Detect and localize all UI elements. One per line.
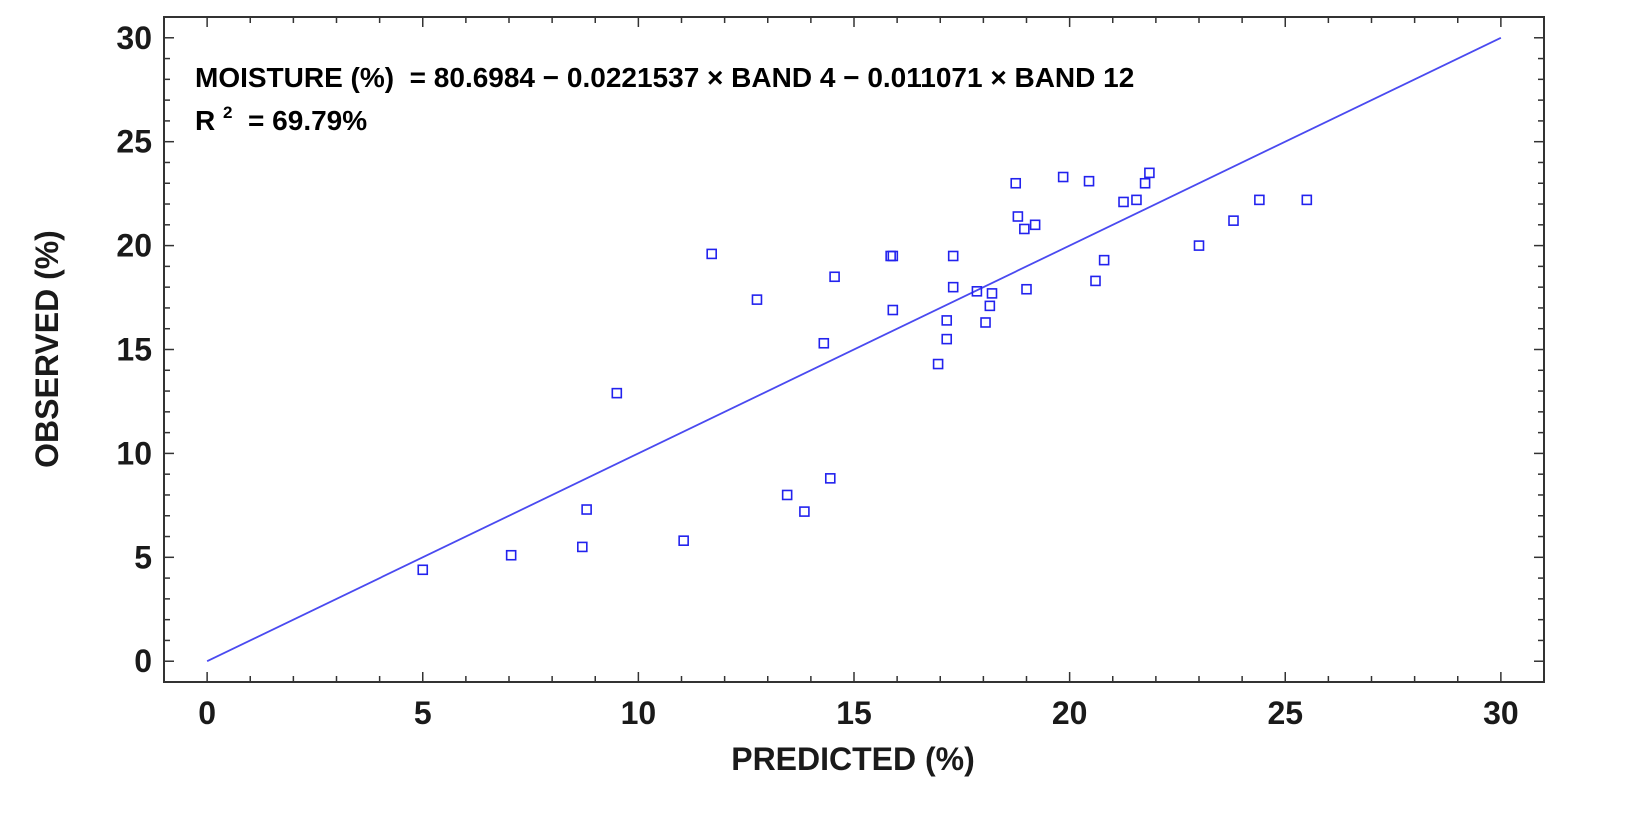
data-point <box>505 549 517 561</box>
data-point <box>829 271 840 283</box>
y-tick-label: 10 <box>116 435 152 471</box>
data-point <box>1144 167 1155 179</box>
data-point <box>1193 240 1205 251</box>
data-point <box>947 250 959 262</box>
r-squared-label: R <box>195 105 215 136</box>
data-point <box>1010 177 1022 189</box>
data-point <box>941 315 953 326</box>
data-point <box>971 286 983 297</box>
data-point <box>751 294 763 305</box>
x-tick-label: 20 <box>1052 695 1088 731</box>
data-point <box>1228 215 1239 226</box>
axis-ticks <box>163 16 1545 683</box>
data-point <box>417 564 429 576</box>
x-tick-label: 15 <box>836 695 872 731</box>
x-axis-title: PREDICTED (%) <box>731 741 975 777</box>
data-point <box>1057 171 1069 183</box>
data-point <box>1254 194 1265 206</box>
data-point <box>1019 223 1030 235</box>
y-axis-title: OBSERVED (%) <box>29 230 65 468</box>
y-tick-label: 25 <box>116 124 152 160</box>
r-squared-value: = 69.79% <box>240 105 367 136</box>
data-point <box>1083 175 1095 187</box>
data-point <box>984 300 996 312</box>
y-tick-label: 15 <box>116 332 152 368</box>
data-point <box>799 506 810 517</box>
data-point <box>1118 196 1129 208</box>
data-point <box>947 281 959 293</box>
r-squared-annotation: R 2 = 69.79% <box>195 93 367 136</box>
data-points <box>417 167 1313 576</box>
y-tick-label: 5 <box>134 539 152 575</box>
data-point <box>611 387 623 399</box>
x-tick-labels: 0 5 10 15 20 25 30 <box>198 695 1518 731</box>
y-tick-label: 30 <box>116 20 152 56</box>
data-point <box>818 337 830 349</box>
data-point <box>932 358 944 370</box>
data-point <box>706 248 717 260</box>
data-point <box>941 333 953 345</box>
data-point <box>1139 177 1151 189</box>
data-point <box>1131 194 1142 206</box>
x-tick-label: 25 <box>1267 695 1303 731</box>
equation-annotation: MOISTURE (%) = 80.6984 − 0.0221537 × BAN… <box>195 62 1134 93</box>
y-tick-labels: 0 5 10 15 20 25 30 <box>116 20 152 679</box>
y-tick-label: 0 <box>134 643 152 679</box>
data-point <box>887 250 899 262</box>
data-point <box>577 541 588 553</box>
data-point <box>581 504 592 515</box>
data-point <box>1021 283 1032 295</box>
data-point <box>1012 211 1024 222</box>
data-point <box>887 304 899 316</box>
data-point <box>678 535 689 546</box>
r-squared-superscript: 2 <box>223 103 232 122</box>
data-point <box>986 288 998 299</box>
y-tick-label: 20 <box>116 228 152 264</box>
data-point <box>1301 194 1313 206</box>
data-point <box>781 489 793 501</box>
data-point <box>885 250 896 262</box>
data-point <box>824 473 836 484</box>
x-tick-label: 0 <box>198 695 216 731</box>
regression-line <box>206 36 1502 663</box>
x-tick-label: 5 <box>414 695 432 731</box>
data-point <box>980 317 991 328</box>
x-tick-label: 10 <box>621 695 657 731</box>
data-point <box>1029 219 1041 231</box>
data-point <box>1090 275 1101 287</box>
x-tick-label: 30 <box>1483 695 1519 731</box>
data-point <box>1098 254 1110 266</box>
